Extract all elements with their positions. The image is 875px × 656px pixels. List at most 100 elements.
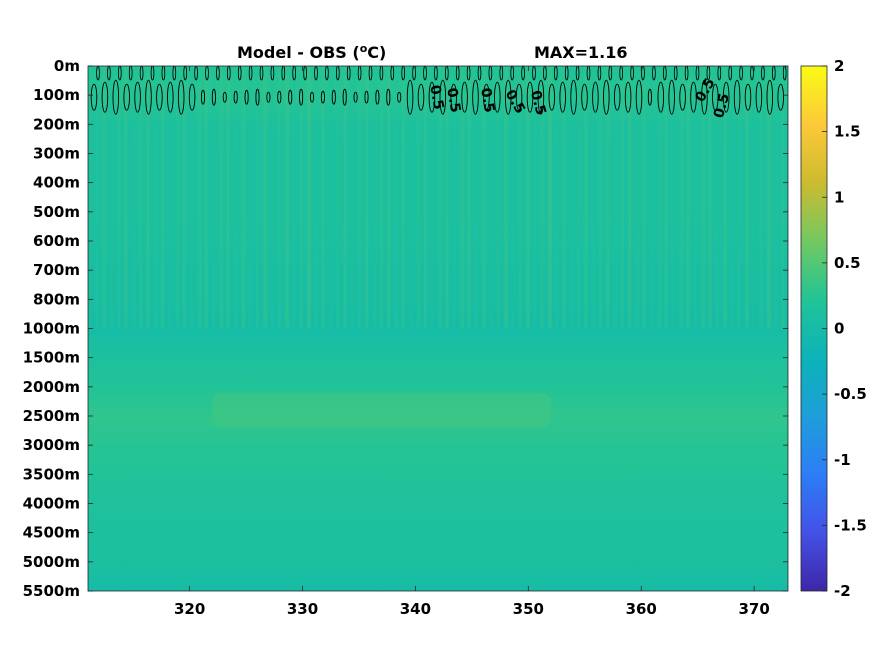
- contour-line: [472, 79, 479, 115]
- contour-line: [156, 83, 163, 111]
- plot-area: [88, 66, 788, 591]
- contour-line: [379, 66, 384, 81]
- surface-stripe: [219, 66, 224, 329]
- contour-line: [336, 66, 340, 81]
- y-tick-label: 800m: [33, 290, 80, 308]
- surface-stripe: [88, 66, 93, 329]
- surface-stripe: [628, 66, 632, 329]
- contour-line: [766, 79, 774, 115]
- y-tick-label: 600m: [33, 232, 80, 250]
- contour-line: [227, 66, 231, 81]
- contour-line: [526, 81, 534, 113]
- contour-line: [205, 66, 209, 81]
- y-tick-label: 3000m: [23, 436, 80, 454]
- surface-stripe: [672, 66, 675, 329]
- y-tick-label: 100m: [33, 86, 80, 104]
- surface-stripe: [489, 66, 493, 329]
- surface-stripe: [642, 66, 646, 329]
- chart-title-degree: o: [360, 42, 368, 55]
- surface-stripe: [212, 66, 216, 329]
- surface-stripe: [182, 66, 186, 329]
- contour-line: [477, 66, 482, 81]
- surface-stripe: [241, 66, 246, 329]
- contour-labels: 0.50.5 0.5 0.50.5 0.50.5: [426, 76, 733, 120]
- contour-line: [624, 81, 632, 113]
- surface-stripe: [730, 66, 734, 329]
- contour-line: [188, 83, 196, 111]
- contour-line: [722, 81, 730, 113]
- contour-line: [96, 66, 100, 81]
- surface-stripe: [496, 66, 500, 329]
- contour-line: [277, 90, 282, 104]
- contour-line: [200, 89, 206, 105]
- colorbar-tick-label: 1: [834, 188, 844, 206]
- contour-label: 0.5: [711, 92, 733, 120]
- surface-stripe: [285, 66, 290, 329]
- contour-line: [690, 81, 697, 113]
- contour-line: [494, 81, 501, 113]
- surface-stripe: [292, 66, 296, 329]
- contour-line: [652, 66, 656, 81]
- surface-stripe: [350, 66, 355, 329]
- surface-stripe: [547, 66, 552, 329]
- contour-line: [679, 83, 686, 111]
- contour-lines: [90, 66, 787, 115]
- surface-stripe: [474, 66, 478, 329]
- contour-line: [673, 66, 678, 81]
- contour-line: [733, 79, 741, 115]
- contour-line: [559, 81, 566, 113]
- surface-stripe: [336, 66, 340, 329]
- surface-stripe: [774, 66, 778, 329]
- contour-line: [597, 66, 602, 81]
- surface-stripe: [117, 66, 121, 329]
- contour-line: [570, 79, 577, 115]
- contour-line: [368, 66, 373, 81]
- surface-stripe: [380, 66, 383, 329]
- surface-stripe: [226, 66, 230, 329]
- contour-line: [532, 66, 536, 81]
- surface-stripe: [759, 66, 763, 329]
- contour-line: [412, 66, 416, 81]
- surface-stripe: [387, 66, 391, 329]
- surface-stripe: [168, 66, 172, 329]
- surface-stripe: [533, 66, 537, 329]
- contour-line: [342, 88, 347, 106]
- surface-stripe: [664, 66, 668, 329]
- surface-stripe: [577, 66, 581, 329]
- surface-stripe: [365, 66, 369, 329]
- contour-line: [211, 88, 216, 106]
- contour-line: [695, 66, 700, 81]
- contour-line: [619, 66, 623, 81]
- contour-line: [581, 83, 588, 111]
- contour-line: [292, 66, 296, 81]
- surface-stripe: [234, 66, 237, 329]
- contour-line: [303, 66, 307, 81]
- surface-stripe: [650, 66, 654, 329]
- contour-line: [663, 66, 667, 81]
- surface-stripe: [511, 66, 515, 329]
- y-tick-label: 4500m: [23, 524, 80, 542]
- contour-line: [255, 88, 260, 106]
- warm-patch: [212, 392, 551, 428]
- surface-stripe: [518, 66, 522, 329]
- surface-stripe: [445, 66, 449, 329]
- surface-stripe: [175, 66, 180, 329]
- contour-line: [118, 66, 122, 81]
- contour-line: [630, 66, 634, 81]
- contour-line: [548, 83, 556, 111]
- contour-line: [712, 83, 719, 111]
- depth-field: [88, 66, 788, 591]
- contour-line: [244, 89, 249, 105]
- surface-stripe: [139, 66, 143, 329]
- contour-line: [554, 66, 558, 81]
- x-tick-label: 360: [626, 600, 657, 618]
- contour-line: [592, 81, 599, 113]
- colorbar-tick-label: -1.5: [834, 516, 867, 534]
- colorbar-tick-label: 1.5: [834, 123, 861, 141]
- surface-stripes: [88, 66, 785, 329]
- contour-line: [603, 79, 610, 115]
- contour-line: [586, 66, 591, 81]
- chart-title: Model - OBS (oC): [237, 42, 386, 62]
- surface-stripe: [599, 66, 602, 329]
- contour-line: [504, 79, 512, 115]
